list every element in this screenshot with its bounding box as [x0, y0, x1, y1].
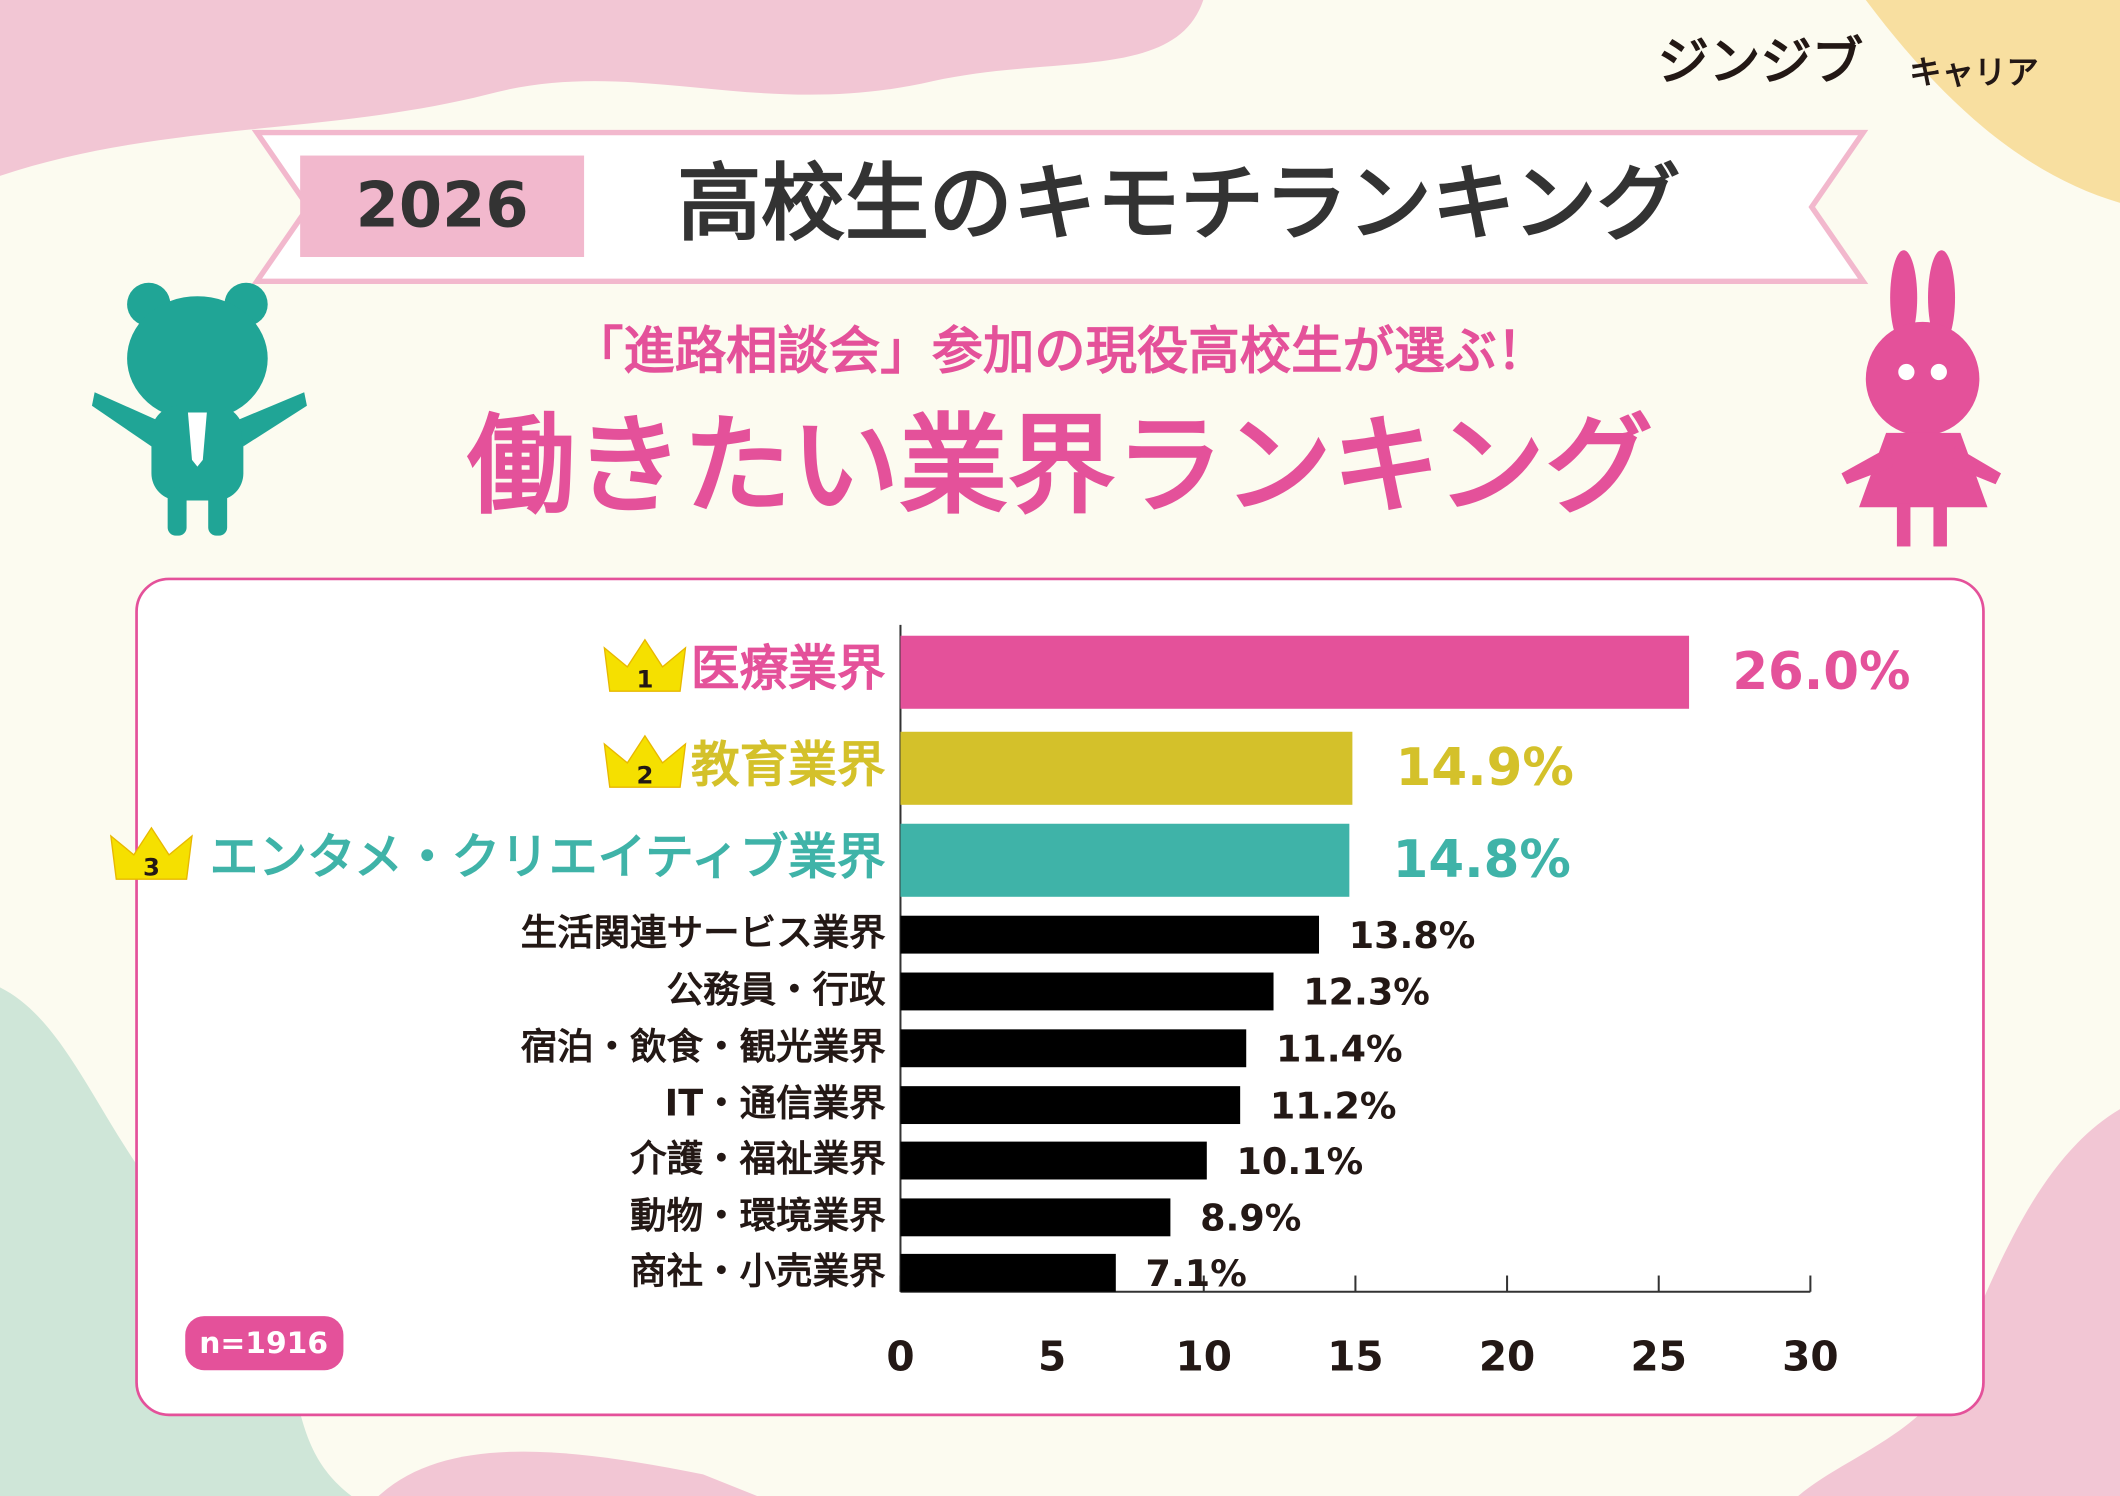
bg-blob	[0, 0, 1204, 176]
bar	[900, 915, 1320, 954]
category-label: 宿泊・飲食・観光業界	[521, 1025, 886, 1068]
bg-blob	[1798, 1109, 2120, 1496]
banner-title: 高校生のキモチランキング	[677, 155, 1680, 253]
bar	[900, 731, 1353, 805]
rank-number: 2	[636, 760, 653, 789]
bear-character	[91, 282, 307, 536]
category-label: 動物・環境業界	[630, 1194, 886, 1237]
x-tick-label: 25	[1631, 1332, 1687, 1380]
x-tick-label: 10	[1176, 1332, 1232, 1380]
bar	[900, 972, 1274, 1011]
category-label: 医療業界	[691, 641, 886, 697]
value-label: 7.1%	[1146, 1252, 1247, 1295]
x-tick-label: 5	[1038, 1332, 1066, 1380]
crown	[109, 826, 193, 880]
rabbit-character	[1841, 250, 2002, 547]
category-label: 教育業界	[691, 737, 886, 793]
value-label: 13.8%	[1349, 914, 1476, 957]
x-tick-label: 20	[1479, 1332, 1535, 1380]
crown	[603, 638, 687, 692]
category-label: 商社・小売業界	[630, 1249, 886, 1292]
bg-blob	[378, 1451, 758, 1496]
bar	[900, 1253, 1116, 1292]
value-label: 8.9%	[1200, 1197, 1301, 1240]
crown	[603, 734, 687, 788]
bar	[900, 1029, 1247, 1068]
x-tick-label: 30	[1782, 1332, 1838, 1380]
category-label: エンタメ・クリエイティブ業界	[210, 829, 886, 885]
value-label: 11.2%	[1270, 1084, 1397, 1127]
value-label: 14.8%	[1393, 830, 1571, 890]
value-label: 14.9%	[1396, 738, 1574, 798]
x-tick-label: 15	[1327, 1332, 1383, 1380]
logo: ジンジブ	[1658, 32, 1863, 92]
bar	[900, 1086, 1241, 1125]
year-box	[300, 155, 585, 257]
sample-badge	[185, 1316, 344, 1371]
value-label: 26.0%	[1732, 642, 1910, 702]
value-label: 12.3%	[1303, 971, 1430, 1014]
x-tick-label: 0	[886, 1332, 914, 1380]
rank-number: 1	[636, 664, 653, 693]
category-label: 介護・福祉業界	[630, 1137, 886, 1180]
bar	[900, 1141, 1207, 1180]
bar	[900, 1198, 1171, 1237]
sample-size: n=1916	[199, 1326, 328, 1361]
logo-sub: キャリア	[1909, 53, 2039, 91]
bar	[900, 635, 1690, 709]
value-label: 11.4%	[1276, 1027, 1403, 1070]
bar	[900, 823, 1350, 897]
category-label: IT・通信業界	[665, 1082, 886, 1125]
category-label: 公務員・行政	[667, 968, 886, 1011]
value-label: 10.1%	[1237, 1140, 1364, 1183]
category-label: 生活関連サービス業界	[521, 911, 886, 954]
year: 2026	[356, 169, 529, 242]
rank-number: 3	[143, 852, 160, 881]
subtitle: 「進路相談会」参加の現役高校生が選ぶ！	[572, 321, 1548, 381]
bg-blob	[1865, 0, 2120, 203]
headline: 働きたい業界ランキング	[467, 403, 1653, 529]
